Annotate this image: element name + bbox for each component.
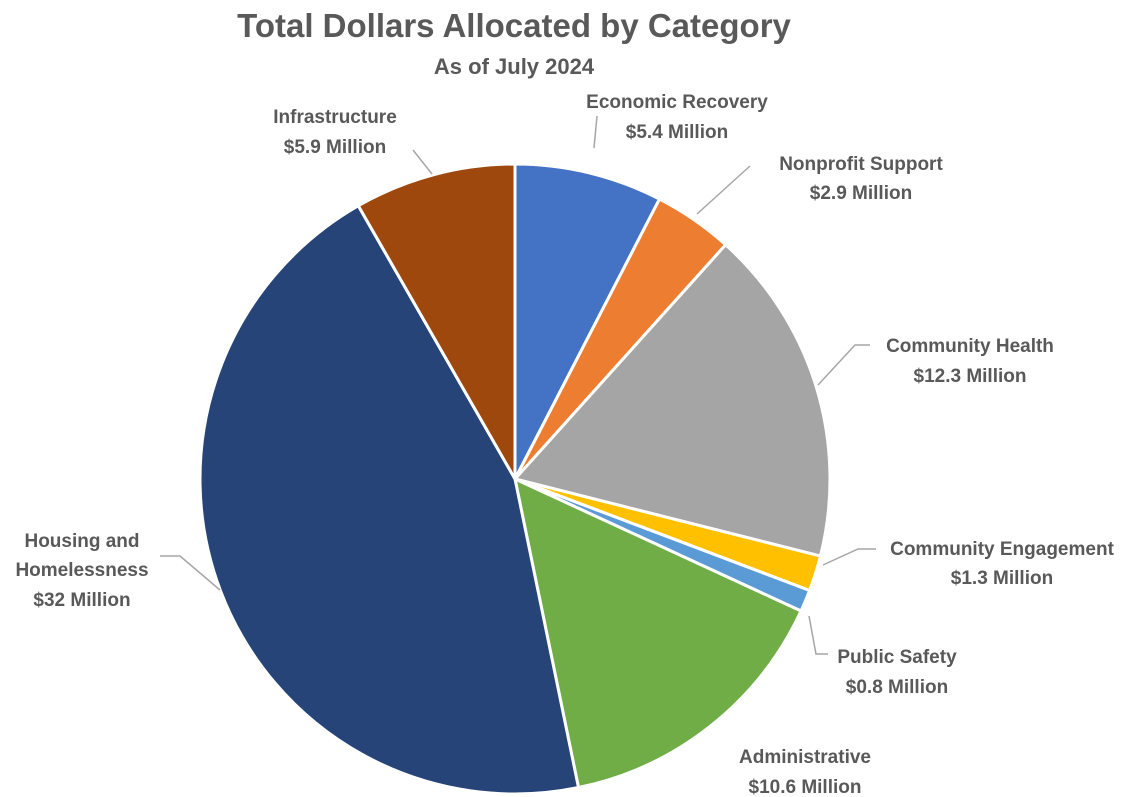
slice-label-nonprofit-support: Nonprofit Support $2.9 Million xyxy=(779,154,943,204)
slice-name-label: Administrative xyxy=(739,747,871,768)
leader-line-community-engagement xyxy=(822,548,876,566)
slice-labels: Economic Recovery $5.4 Million Nonprofit S… xyxy=(15,92,1114,797)
pie-slice-community-health xyxy=(512,242,832,558)
pie-slice-administrative xyxy=(512,476,804,790)
slice-value-label: $5.4 Million xyxy=(626,122,728,143)
slice-name-label: Community Engagement xyxy=(890,539,1114,560)
pie-slice-housing-and-homelessness xyxy=(198,203,581,796)
slice-name-label: Economic Recovery xyxy=(586,92,768,113)
slice-value-label: $0.8 Million xyxy=(846,677,948,698)
leader-line-infrastructure xyxy=(412,149,433,175)
leader-line-nonprofit-support xyxy=(696,165,751,215)
slice-value-label: $5.9 Million xyxy=(284,137,386,158)
slice-value-label: $1.3 Million xyxy=(951,568,1053,589)
pie-slice-infrastructure xyxy=(356,162,517,485)
slice-label-community-engagement: Community Engagement $1.3 Million xyxy=(890,539,1114,589)
slice-name-label: Nonprofit Support xyxy=(779,154,943,175)
leader-line-public-safety xyxy=(808,615,828,655)
chart-title: Total Dollars Allocated by Category xyxy=(237,7,791,44)
slice-label-administrative: Administrative $10.6 Million xyxy=(739,747,871,797)
leader-line-economic-recovery xyxy=(593,115,598,149)
pie-slices xyxy=(198,162,832,796)
slice-value-label: $2.9 Million xyxy=(810,183,912,204)
leader-line-housing-and-homelessness xyxy=(160,555,221,591)
slice-value-label: $10.6 Million xyxy=(749,777,862,797)
slice-value-label: $12.3 Million xyxy=(914,366,1027,387)
slice-name-label: Community Health xyxy=(886,336,1054,357)
chart-subtitle: As of July 2024 xyxy=(434,54,595,79)
slice-name-label: Public Safety xyxy=(837,647,957,668)
leader-line-community-health xyxy=(817,344,870,386)
slice-label-public-safety: Public Safety $0.8 Million xyxy=(837,647,957,698)
slice-label-community-health: Community Health $12.3 Million xyxy=(886,336,1054,387)
slice-value-label: $32 Million xyxy=(33,590,130,611)
slice-label-infrastructure: Infrastructure $5.9 Million xyxy=(273,107,397,158)
leader-lines xyxy=(160,115,876,655)
slice-name-label: Infrastructure xyxy=(273,107,397,128)
slice-name-label: Housing and xyxy=(24,531,139,552)
pie-slice-economic-recovery xyxy=(513,162,662,480)
slice-label-economic-recovery: Economic Recovery $5.4 Million xyxy=(586,92,768,143)
slice-name-label: Homelessness xyxy=(15,560,148,581)
slice-label-housing-and-homelessness: Housing and Homelessness $32 Million xyxy=(15,531,148,611)
